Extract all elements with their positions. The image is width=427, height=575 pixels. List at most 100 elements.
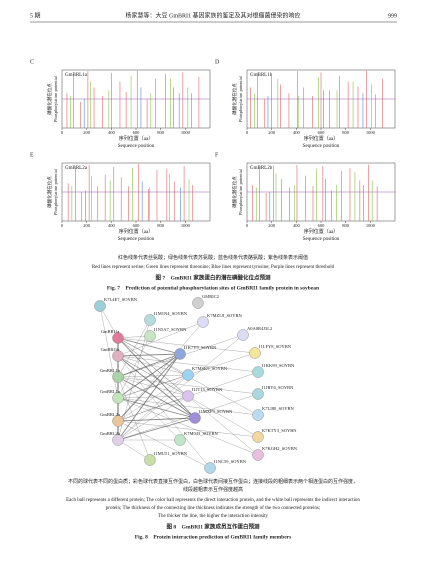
y-axis-label: 磷酸化潜在位点 xyxy=(231,176,238,208)
x-tick-label: 1000 xyxy=(181,223,191,228)
legend-en: Red lines represent serine; Green lines … xyxy=(92,265,335,270)
protein-node xyxy=(182,369,194,381)
network: K7L4E7_SOYBN GMRIC2 I1M1N4_SOYBN K7MZL8_SOY… xyxy=(94,294,298,474)
protein-node xyxy=(237,329,249,341)
x-tick-label: 800 xyxy=(157,130,165,135)
note: The thicker the line, the higher the int… xyxy=(158,514,269,519)
node-label: GmBRL2b xyxy=(100,431,121,436)
edge xyxy=(117,335,151,399)
y-axis-label: 磷酸化潜在位点 xyxy=(231,83,238,115)
x-axis-label: 序列位置（aa） xyxy=(119,135,153,142)
edge xyxy=(117,353,181,441)
edge xyxy=(117,374,189,441)
protein-node xyxy=(174,434,186,446)
edge xyxy=(117,353,181,422)
edge xyxy=(117,417,196,441)
page-number: 999 xyxy=(388,13,397,19)
y-axis-label: Phosphorylation potential xyxy=(238,75,243,122)
y-axis-label: 磷酸化潜在位点 xyxy=(46,176,53,208)
note: 线段越粗表示互作强度越高 xyxy=(183,486,243,493)
node-label: GmBRI1a xyxy=(101,329,120,334)
protein-node xyxy=(204,462,216,474)
edge xyxy=(117,337,181,355)
protein-node xyxy=(192,297,204,309)
edge xyxy=(117,395,189,399)
edge xyxy=(117,353,181,378)
edge xyxy=(117,355,189,376)
node-label: I1MU51_SOYBN xyxy=(154,451,188,456)
edge xyxy=(117,417,196,422)
x-tick-label: 600 xyxy=(318,223,326,228)
y-axis-label: Phosphorylation potential xyxy=(53,168,58,215)
edge xyxy=(117,374,189,399)
edge xyxy=(117,393,259,441)
protein-node xyxy=(94,300,106,312)
edge xyxy=(117,353,181,399)
x-tick-label: 400 xyxy=(108,130,116,135)
x-axis-label: Sequence position xyxy=(303,237,340,242)
chart-title: GmBRL1a xyxy=(65,73,88,78)
caption: 图 8 GmBRI1 家族成员互作蛋白预测 xyxy=(167,522,260,530)
chart-title: GmBRL2b xyxy=(250,166,273,171)
edge xyxy=(117,321,204,422)
x-axis-label: 序列位置（aa） xyxy=(304,228,338,235)
protein-node xyxy=(252,409,264,421)
edge xyxy=(99,305,119,399)
protein-node xyxy=(174,348,186,360)
x-tick-label: 0 xyxy=(246,223,249,228)
legend-cn: 红色线条代表丝氨酸；绿色线条代表苏氨酸；蓝色线条代表酪氨酸；紫色线条表示阈值 xyxy=(118,254,308,261)
x-tick-label: 400 xyxy=(108,223,116,228)
x-axis-label: 序列位置（aa） xyxy=(304,135,338,142)
x-tick-label: 600 xyxy=(318,130,326,135)
y-axis-label: Phosphorylation potential xyxy=(238,168,243,215)
edge xyxy=(117,374,189,378)
x-tick-label: 200 xyxy=(83,130,91,135)
edge xyxy=(117,334,244,441)
panel-label: D xyxy=(215,59,220,65)
node-label: I1M1N4_SOYBN xyxy=(154,311,188,316)
edge xyxy=(117,397,259,416)
node-label: I1N5A7_SOYBN xyxy=(154,327,187,332)
x-tick-label: 0 xyxy=(61,130,64,135)
node-label: I1KK99_SOYBN xyxy=(262,363,295,368)
note: protein; The thickness of the connecting… xyxy=(106,506,320,511)
x-tick-label: 1000 xyxy=(366,130,376,135)
panel-label: C xyxy=(30,59,34,65)
x-tick-label: 0 xyxy=(61,223,64,228)
protein-node xyxy=(144,454,156,466)
edge xyxy=(117,355,259,373)
protein-node xyxy=(252,388,264,400)
edge xyxy=(117,395,189,441)
node-label: GMRIC2 xyxy=(202,294,219,299)
node-label: I1JRY6_SOYBN xyxy=(262,385,294,390)
edge xyxy=(117,319,151,378)
x-axis-label: Sequence position xyxy=(303,144,340,149)
edge xyxy=(117,420,211,469)
edge xyxy=(117,376,181,441)
x-tick-label: 800 xyxy=(342,223,350,228)
edge xyxy=(117,420,259,438)
node-label: I1NC59_SOYBN xyxy=(214,459,247,464)
chart-title: GmBRL1b xyxy=(250,73,273,78)
edge xyxy=(117,355,211,469)
node-label: K7MSK9_SOYBN xyxy=(192,366,228,371)
protein-node xyxy=(112,371,124,383)
note: Each ball represents a different protein… xyxy=(66,498,360,503)
edge xyxy=(117,337,189,376)
node-label: I1JT15_SOYBN xyxy=(192,387,223,392)
node-label: GmBRI1b xyxy=(101,347,121,352)
x-axis-label: Sequence position xyxy=(118,237,155,242)
caption: Fig. 8 Protein interaction prediction of… xyxy=(135,534,292,540)
edge xyxy=(117,353,181,357)
node-label: I1K7Y9_SOYBN xyxy=(184,345,217,350)
node-label: GmBRL2a xyxy=(100,412,120,417)
protein-node xyxy=(197,316,209,328)
caption: Fig. 7 Prediction of potential phosphory… xyxy=(107,285,319,291)
protein-node xyxy=(112,415,124,427)
protein-node xyxy=(189,412,201,424)
node-label: I1LFY8_SOYBN xyxy=(259,344,292,349)
protein-node xyxy=(144,330,156,342)
issue: 5 期 xyxy=(30,11,41,19)
protein-node xyxy=(112,350,124,362)
